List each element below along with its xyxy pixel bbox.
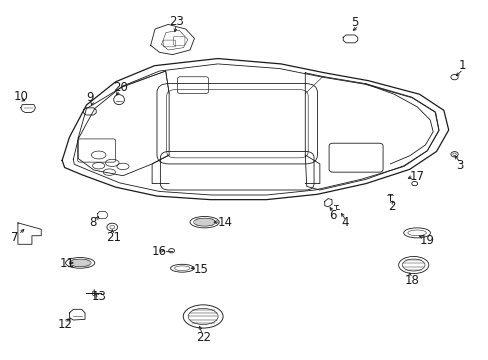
Text: 5: 5 xyxy=(351,16,358,29)
Text: 6: 6 xyxy=(329,209,336,222)
Text: 10: 10 xyxy=(14,90,28,103)
Text: 7: 7 xyxy=(11,231,19,244)
Text: 20: 20 xyxy=(113,81,128,94)
Text: 19: 19 xyxy=(419,234,434,247)
Text: 18: 18 xyxy=(404,274,419,287)
Text: 15: 15 xyxy=(193,263,208,276)
Text: 23: 23 xyxy=(169,14,183,27)
Text: 8: 8 xyxy=(89,216,96,229)
Text: 2: 2 xyxy=(387,200,395,213)
Text: 4: 4 xyxy=(341,216,348,229)
Text: 14: 14 xyxy=(217,216,232,229)
Text: 21: 21 xyxy=(106,231,121,244)
Text: 22: 22 xyxy=(196,332,210,345)
Text: 12: 12 xyxy=(57,318,72,331)
Text: 13: 13 xyxy=(91,289,106,303)
Text: 1: 1 xyxy=(458,59,465,72)
Text: 17: 17 xyxy=(409,170,424,183)
Text: 3: 3 xyxy=(455,159,463,172)
Text: 16: 16 xyxy=(152,245,167,258)
Text: 11: 11 xyxy=(60,257,75,270)
Text: 9: 9 xyxy=(86,91,94,104)
